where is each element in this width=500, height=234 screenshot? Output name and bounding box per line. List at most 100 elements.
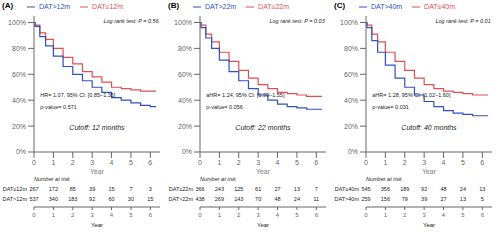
svg-text:DAT≤12m: DAT≤12m xyxy=(8,186,27,192)
svg-text:1: 1 xyxy=(52,212,56,218)
svg-text:79: 79 xyxy=(402,196,408,202)
svg-text:3: 3 xyxy=(90,159,94,166)
svg-text:5: 5 xyxy=(129,159,133,166)
svg-text:Number at risk: Number at risk xyxy=(366,176,402,182)
svg-text:13: 13 xyxy=(479,186,485,192)
svg-text:80%: 80% xyxy=(12,45,26,52)
svg-text:100%: 100% xyxy=(8,19,26,26)
svg-text:Cutoff: 40 months: Cutoff: 40 months xyxy=(401,124,457,131)
svg-text:13: 13 xyxy=(294,186,300,192)
svg-text:DAT>12m: DAT>12m xyxy=(8,196,27,202)
svg-text:aHR= 1.28, 95% CI: [1.02–1.60]: aHR= 1.28, 95% CI: [1.02–1.60] xyxy=(372,92,451,98)
svg-text:Year: Year xyxy=(257,222,269,228)
svg-text:0: 0 xyxy=(32,212,36,218)
svg-text:60%: 60% xyxy=(344,71,358,78)
svg-text:1: 1 xyxy=(217,159,221,166)
svg-text:5: 5 xyxy=(461,212,465,218)
svg-text:0: 0 xyxy=(364,212,368,218)
svg-text:DAT≤22m: DAT≤22m xyxy=(169,186,194,192)
svg-text:20%: 20% xyxy=(178,123,192,130)
svg-text:269: 269 xyxy=(215,196,224,202)
svg-text:183: 183 xyxy=(68,196,77,202)
svg-text:267: 267 xyxy=(29,186,38,192)
svg-text:Number at risk: Number at risk xyxy=(200,176,236,182)
svg-text:172: 172 xyxy=(49,186,58,192)
svg-text:156: 156 xyxy=(381,196,390,202)
svg-text:356: 356 xyxy=(381,186,390,192)
svg-text:2: 2 xyxy=(403,159,407,166)
svg-text:15: 15 xyxy=(108,186,114,192)
svg-text:1: 1 xyxy=(383,159,387,166)
svg-text:HR= 1.07, 95% CI: [0.85–1.35]: HR= 1.07, 95% CI: [0.85–1.35] xyxy=(40,92,116,98)
svg-text:80%: 80% xyxy=(344,45,358,52)
svg-text:0: 0 xyxy=(364,159,368,166)
svg-text:3: 3 xyxy=(90,212,94,218)
svg-text:p-value= 0.031: p-value= 0.031 xyxy=(372,104,409,110)
svg-text:7: 7 xyxy=(129,186,132,192)
svg-text:125: 125 xyxy=(234,186,243,192)
svg-text:Year: Year xyxy=(91,222,103,228)
svg-text:259: 259 xyxy=(361,196,370,202)
svg-text:24: 24 xyxy=(460,186,466,192)
svg-text:80%: 80% xyxy=(178,45,192,52)
svg-text:92: 92 xyxy=(421,186,427,192)
svg-text:6: 6 xyxy=(481,212,485,218)
svg-text:5: 5 xyxy=(295,212,299,218)
svg-text:340: 340 xyxy=(49,196,58,202)
svg-text:189: 189 xyxy=(400,186,409,192)
svg-text:aHR= 1.24, 95% CI: [0.99–1.55]: aHR= 1.24, 95% CI: [0.99–1.55] xyxy=(206,92,285,98)
svg-text:6: 6 xyxy=(314,159,318,166)
svg-text:0%: 0% xyxy=(182,148,192,155)
svg-text:2: 2 xyxy=(71,212,75,218)
svg-text:100%: 100% xyxy=(340,19,358,26)
svg-text:Cutoff: 22 months: Cutoff: 22 months xyxy=(235,124,291,131)
svg-text:143: 143 xyxy=(234,196,243,202)
svg-text:30: 30 xyxy=(128,196,134,202)
svg-text:Number at risk: Number at risk xyxy=(34,176,70,182)
svg-text:5: 5 xyxy=(481,196,484,202)
svg-text:366: 366 xyxy=(195,186,204,192)
svg-text:40%: 40% xyxy=(178,97,192,104)
svg-text:6: 6 xyxy=(480,159,484,166)
svg-text:39: 39 xyxy=(421,196,427,202)
svg-text:1: 1 xyxy=(51,159,55,166)
svg-text:0: 0 xyxy=(32,159,36,166)
svg-text:p-value= 0.056: p-value= 0.056 xyxy=(206,104,243,110)
svg-text:2: 2 xyxy=(71,159,75,166)
svg-text:Cutoff: 12 months: Cutoff: 12 months xyxy=(69,124,125,131)
svg-text:Log rank test: P = 0.01: Log rank test: P = 0.01 xyxy=(435,18,490,24)
svg-text:48: 48 xyxy=(440,186,446,192)
svg-text:6: 6 xyxy=(149,212,153,218)
svg-text:15: 15 xyxy=(147,196,153,202)
svg-text:0%: 0% xyxy=(348,148,358,155)
svg-text:4: 4 xyxy=(110,212,114,218)
svg-text:4: 4 xyxy=(442,159,446,166)
svg-text:2: 2 xyxy=(403,212,407,218)
svg-text:438: 438 xyxy=(195,196,204,202)
svg-text:100%: 100% xyxy=(174,19,192,26)
svg-text:0: 0 xyxy=(198,159,202,166)
svg-text:6: 6 xyxy=(148,159,152,166)
svg-text:5: 5 xyxy=(295,159,299,166)
svg-text:60%: 60% xyxy=(12,71,26,78)
svg-text:40%: 40% xyxy=(344,97,358,104)
svg-text:0%: 0% xyxy=(16,148,26,155)
svg-text:3: 3 xyxy=(422,212,426,218)
svg-text:243: 243 xyxy=(215,186,224,192)
svg-text:60: 60 xyxy=(108,196,114,202)
svg-text:1: 1 xyxy=(218,212,222,218)
svg-text:3: 3 xyxy=(256,159,260,166)
svg-text:Year: Year xyxy=(423,222,435,228)
svg-text:4: 4 xyxy=(276,212,280,218)
svg-text:0: 0 xyxy=(198,212,202,218)
svg-text:2: 2 xyxy=(237,159,241,166)
svg-text:27: 27 xyxy=(440,196,446,202)
svg-text:Year: Year xyxy=(422,168,437,174)
svg-text:40%: 40% xyxy=(12,97,26,104)
svg-text:4: 4 xyxy=(110,159,114,166)
svg-text:5: 5 xyxy=(129,212,133,218)
svg-text:545: 545 xyxy=(361,186,370,192)
svg-text:48: 48 xyxy=(274,196,280,202)
svg-text:61: 61 xyxy=(255,186,261,192)
svg-text:3: 3 xyxy=(422,159,426,166)
